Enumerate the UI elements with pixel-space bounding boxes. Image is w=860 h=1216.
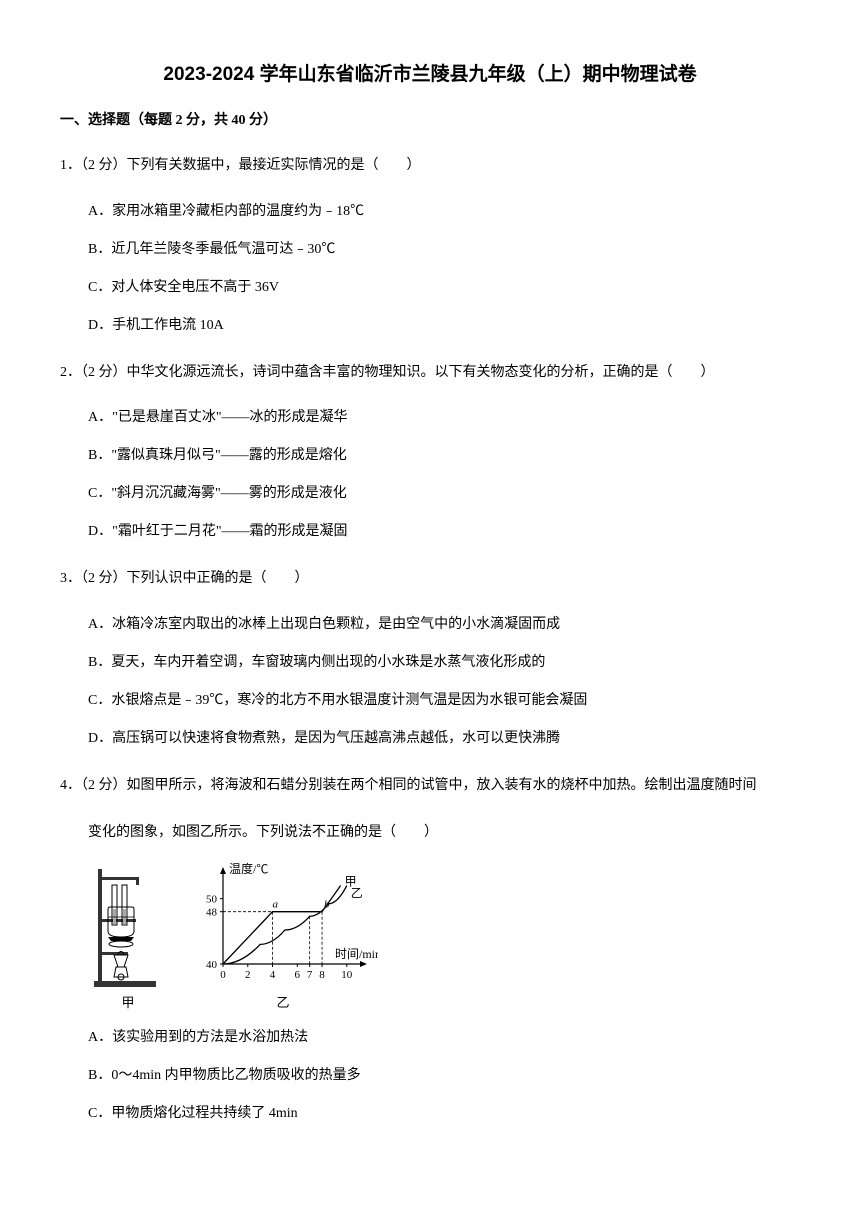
q3-option-b: B．夏天，车内开着空调，车窗玻璃内侧出现的小水珠是水蒸气液化形成的 xyxy=(88,649,800,677)
q1-option-a: A．家用冰箱里冷藏柜内部的温度约为﹣18℃ xyxy=(88,198,800,226)
q4-option-c: C．甲物质熔化过程共持续了 4min xyxy=(88,1100,800,1128)
q4-stem-1: 4．（2 分）如图甲所示，将海波和石蜡分别装在两个相同的试管中，放入装有水的烧杯… xyxy=(60,771,800,802)
question-4: 4．（2 分）如图甲所示，将海波和石蜡分别装在两个相同的试管中，放入装有水的烧杯… xyxy=(60,771,800,1127)
svg-text:2: 2 xyxy=(245,969,251,981)
q3-option-d: D．高压锅可以快速将食物煮熟，是因为气压越高沸点越低，水可以更快沸腾 xyxy=(88,725,800,753)
svg-text:a: a xyxy=(273,898,279,910)
svg-text:6: 6 xyxy=(295,969,301,981)
svg-text:乙: 乙 xyxy=(351,886,363,900)
figure-yi-label: 乙 xyxy=(276,993,289,1014)
svg-text:b: b xyxy=(324,898,330,910)
section-header: 一、选择题（每题 2 分，共 40 分） xyxy=(60,110,800,132)
figure-jia: 甲 xyxy=(88,859,168,1014)
q4-option-a: A．该实验用到的方法是水浴加热法 xyxy=(88,1024,800,1052)
q3-option-a: A．冰箱冷冻室内取出的冰棒上出现白色颗粒，是由空气中的小水滴凝固而成 xyxy=(88,611,800,639)
question-2: 2．（2 分）中华文化源远流长，诗词中蕴含丰富的物理知识。以下有关物态变化的分析… xyxy=(60,358,800,547)
q2-option-c: C．"斜月沉沉藏海雾"——雾的形成是液化 xyxy=(88,480,800,508)
svg-text:40: 40 xyxy=(206,959,218,971)
svg-text:7: 7 xyxy=(307,969,313,981)
q1-option-b: B．近几年兰陵冬季最低气温可达﹣30℃ xyxy=(88,236,800,264)
q3-option-c: C．水银熔点是﹣39℃，寒冷的北方不用水银温度计测气温是因为水银可能会凝固 xyxy=(88,687,800,715)
svg-text:48: 48 xyxy=(206,906,218,918)
q4-stem-2: 变化的图象，如图乙所示。下列说法不正确的是（ ） xyxy=(88,818,800,849)
q4-figures: 甲 40485002467810ab甲乙温度/℃时间/min 乙 xyxy=(88,859,800,1014)
svg-text:10: 10 xyxy=(341,969,353,981)
svg-text:8: 8 xyxy=(319,969,325,981)
figure-yi: 40485002467810ab甲乙温度/℃时间/min 乙 xyxy=(188,859,378,1014)
svg-text:50: 50 xyxy=(206,893,218,905)
q1-option-d: D．手机工作电流 10A xyxy=(88,312,800,340)
q4-option-b: B．0～4min 内甲物质比乙物质吸收的热量多 xyxy=(88,1062,800,1090)
temperature-chart: 40485002467810ab甲乙温度/℃时间/min xyxy=(188,859,378,989)
q2-option-b: B．"露似真珠月似弓"——露的形成是熔化 xyxy=(88,442,800,470)
q1-option-c: C．对人体安全电压不高于 36V xyxy=(88,274,800,302)
question-1: 1．（2 分）下列有关数据中，最接近实际情况的是（ ） A．家用冰箱里冷藏柜内部… xyxy=(60,151,800,340)
question-3: 3．（2 分）下列认识中正确的是（ ） A．冰箱冷冻室内取出的冰棒上出现白色颗粒… xyxy=(60,564,800,753)
q3-stem: 3．（2 分）下列认识中正确的是（ ） xyxy=(60,564,800,595)
svg-text:0: 0 xyxy=(220,969,226,981)
q2-option-d: D．"霜叶红于二月花"——霜的形成是凝固 xyxy=(88,518,800,546)
q2-option-a: A．"已是悬崖百丈冰"——冰的形成是凝华 xyxy=(88,404,800,432)
apparatus-icon xyxy=(88,859,168,989)
q2-stem: 2．（2 分）中华文化源远流长，诗词中蕴含丰富的物理知识。以下有关物态变化的分析… xyxy=(60,358,800,389)
svg-text:时间/min: 时间/min xyxy=(335,947,378,961)
q1-stem: 1．（2 分）下列有关数据中，最接近实际情况的是（ ） xyxy=(60,151,800,182)
svg-text:4: 4 xyxy=(270,969,276,981)
figure-jia-label: 甲 xyxy=(121,993,134,1014)
svg-text:温度/℃: 温度/℃ xyxy=(229,861,268,876)
exam-title: 2023-2024 学年山东省临沂市兰陵县九年级（上）期中物理试卷 xyxy=(60,60,800,90)
